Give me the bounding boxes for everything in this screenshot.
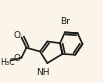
Text: O: O	[13, 54, 20, 63]
Text: NH: NH	[36, 68, 49, 77]
Text: Br: Br	[60, 17, 70, 26]
Text: O: O	[13, 31, 20, 40]
Text: H₃C: H₃C	[0, 58, 15, 67]
